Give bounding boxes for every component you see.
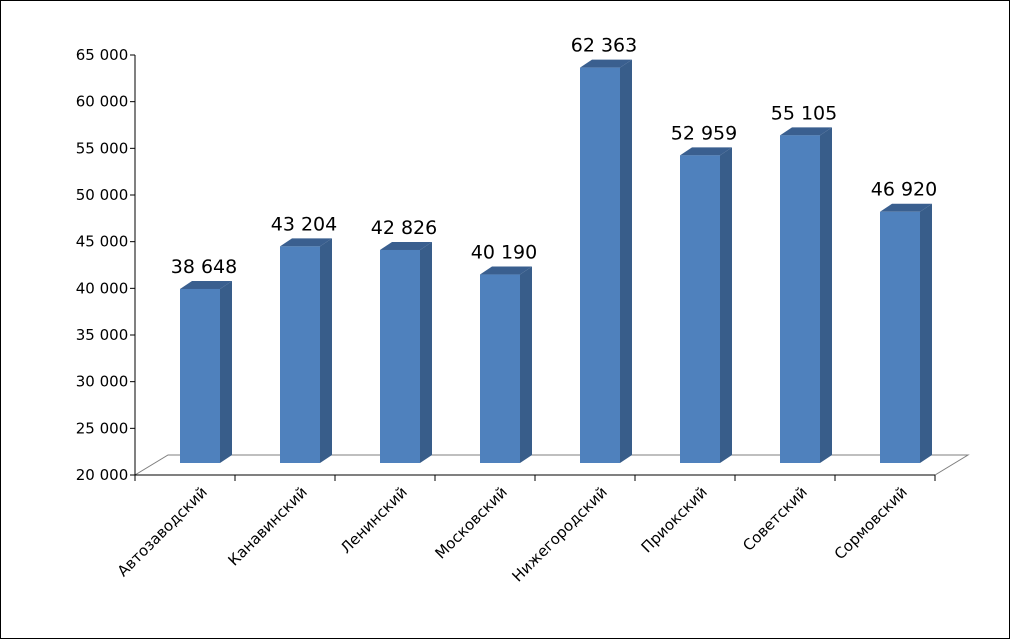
bar	[480, 274, 520, 463]
bar-side	[820, 127, 832, 463]
bar-top	[180, 280, 232, 289]
y-tick-label: 45 000	[76, 233, 129, 251]
bar-side	[720, 147, 732, 463]
category-label: Автозаводский	[114, 483, 211, 580]
category-label: Сормовский	[831, 483, 911, 563]
data-label: 52 959	[671, 122, 737, 144]
category-label: Приокский	[638, 483, 711, 556]
y-tick-label: 35 000	[76, 326, 129, 344]
y-tick-label: 50 000	[76, 186, 129, 204]
bar-side	[520, 266, 532, 463]
data-label: 43 204	[271, 213, 337, 235]
y-tick-label: 40 000	[76, 279, 129, 297]
data-label: 55 105	[771, 102, 837, 124]
bar-top	[380, 241, 432, 250]
bar-top	[280, 238, 332, 247]
y-tick-label: 55 000	[76, 139, 129, 157]
y-tick-label: 25 000	[76, 419, 129, 437]
bar	[780, 135, 820, 463]
bar-top	[680, 147, 732, 156]
category-label: Нижегородский	[509, 483, 611, 585]
bar	[680, 155, 720, 463]
bar-top	[780, 127, 832, 136]
data-label: 40 190	[471, 242, 537, 264]
bar-top	[880, 203, 932, 212]
category-label: Ленинский	[337, 483, 411, 557]
data-label: 46 920	[871, 179, 937, 201]
bar-side	[220, 280, 232, 463]
bar	[280, 246, 320, 463]
bar	[880, 211, 920, 463]
data-label: 42 826	[371, 217, 437, 239]
category-label: Канавинский	[225, 483, 311, 569]
y-tick-label: 60 000	[76, 93, 129, 111]
bar	[580, 67, 620, 463]
y-tick-label: 65 000	[76, 46, 129, 64]
y-tick-label: 20 000	[76, 466, 129, 484]
category-label: Московский	[431, 483, 510, 562]
bar-side	[420, 241, 432, 463]
bar-side	[920, 203, 932, 463]
bar-side	[620, 59, 632, 463]
data-label: 38 648	[171, 256, 237, 278]
bar-top	[580, 59, 632, 68]
y-tick-label: 30 000	[76, 373, 129, 391]
bar	[180, 288, 220, 463]
bar	[380, 249, 420, 463]
category-label: Советский	[739, 483, 811, 555]
bar-top	[480, 266, 532, 275]
bar-side	[320, 238, 332, 463]
chart-floor	[133, 454, 970, 476]
data-label: 62 363	[571, 35, 637, 57]
